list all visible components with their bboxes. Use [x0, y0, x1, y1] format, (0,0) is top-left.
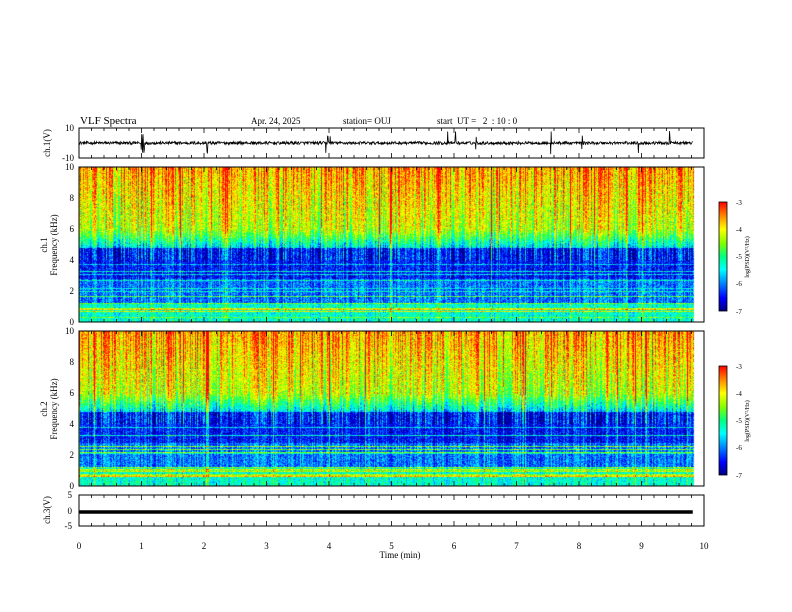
xtick-0: 0	[77, 541, 82, 551]
figure-title: VLF Spectra	[80, 115, 137, 127]
ch1-colorbar-tick-m3: -3	[736, 199, 742, 207]
ch3-waveform-frame	[78, 494, 705, 527]
ch1-ytick-0: 0	[70, 317, 75, 327]
xtick-1: 1	[139, 541, 144, 551]
start-ut-label: start UT = 2 : 10 : 0	[437, 116, 518, 126]
ch2-colorbar-tick-m5: -5	[736, 417, 742, 425]
station-label: station= OUJ	[343, 116, 391, 126]
ch1-colorbar-tick-m5: -5	[736, 253, 742, 261]
ch2-ytick-2: 2	[70, 450, 75, 460]
ch2-spectrogram-image	[79, 331, 704, 486]
ch1-colorbar-tick-m6: -6	[736, 280, 742, 288]
ch1-ytick-4: 4	[70, 255, 75, 265]
ch2-colorbar	[718, 365, 728, 476]
ch1-spectrogram-ylabel-channel: ch.1	[39, 237, 49, 252]
ch3-waveform-ylabel: ch.3(V)	[42, 496, 52, 524]
ch1-spectrogram-image	[79, 167, 704, 322]
xtick-2: 2	[202, 541, 207, 551]
xtick-3: 3	[264, 541, 269, 551]
ch2-spectrogram-ylabel-channel: ch.2	[39, 401, 49, 416]
ch2-ytick-8: 8	[70, 357, 75, 367]
ch3-ytick-0: 0	[68, 506, 73, 516]
ch2-ytick-4: 4	[70, 419, 75, 429]
ch3-ytick-5: 5	[68, 490, 73, 500]
ch1-colorbar-tick-m4: -4	[736, 226, 742, 234]
ch2-colorbar-label: log(PSD)(V²/Hz)	[744, 400, 751, 441]
ch1-colorbar-tick-m7: -7	[736, 308, 742, 316]
ch2-colorbar-tick-m3: -3	[736, 363, 742, 371]
ch1-waveform-panel: 10 -10 ch.1(V)	[42, 123, 705, 163]
ch2-colorbar-tick-m4: -4	[736, 390, 742, 398]
ch1-ytick-8: 8	[70, 193, 75, 203]
ch1-colorbar-label: log(PSD)(V²/Hz)	[744, 236, 751, 277]
xtick-4: 4	[327, 541, 332, 551]
ch1-ytick-top: 10	[65, 123, 75, 133]
ch1-ytick-10: 10	[65, 162, 75, 172]
ch2-colorbar-tick-m7: -7	[736, 472, 742, 480]
ch3-ytick-m5: -5	[65, 521, 73, 531]
ch2-spectrogram-frame	[78, 330, 705, 487]
ch1-spectrogram-frame	[78, 166, 705, 323]
ch1-colorbar	[718, 201, 728, 312]
xtick-10: 10	[700, 541, 710, 551]
ch2-ytick-10: 10	[65, 326, 75, 336]
ch1-waveform-line	[78, 131, 693, 155]
time-axis-tick-labels: 0 1 2 3 4 5 6 7 8 9 10	[77, 541, 709, 551]
ch2-spectrogram-panel: 10 8 6 4 2 0 ch.2 Frequency (kHz) -3 -4 …	[39, 326, 751, 491]
xtick-5: 5	[389, 541, 394, 551]
ch2-spectrogram-ylabel-frequency: Frequency (kHz)	[49, 378, 59, 439]
xtick-8: 8	[577, 541, 582, 551]
ch2-ytick-6: 6	[70, 388, 75, 398]
ch1-ytick-2: 2	[70, 286, 75, 296]
ch2-ytick-0: 0	[70, 481, 75, 491]
ch1-ytick-bottom: -10	[62, 153, 74, 163]
xtick-9: 9	[639, 541, 644, 551]
ch1-spectrogram-ylabel-frequency: Frequency (kHz)	[49, 214, 59, 275]
xtick-6: 6	[452, 541, 457, 551]
ch3-waveform-panel: 5 0 -5 ch.3(V)	[42, 490, 705, 531]
time-axis-label: Time (min)	[380, 550, 421, 560]
ch2-colorbar-tick-m6: -6	[736, 444, 742, 452]
ch1-waveform-frame	[78, 127, 705, 159]
ch1-waveform-ylabel: ch.1(V)	[42, 129, 52, 157]
ch1-spectrogram-panel: 10 8 6 4 2 0 ch.1 Frequency (kHz) -3 -4 …	[39, 162, 751, 327]
date-label: Apr. 24, 2025	[251, 116, 301, 126]
xtick-7: 7	[514, 541, 519, 551]
ch1-ytick-6: 6	[70, 224, 75, 234]
